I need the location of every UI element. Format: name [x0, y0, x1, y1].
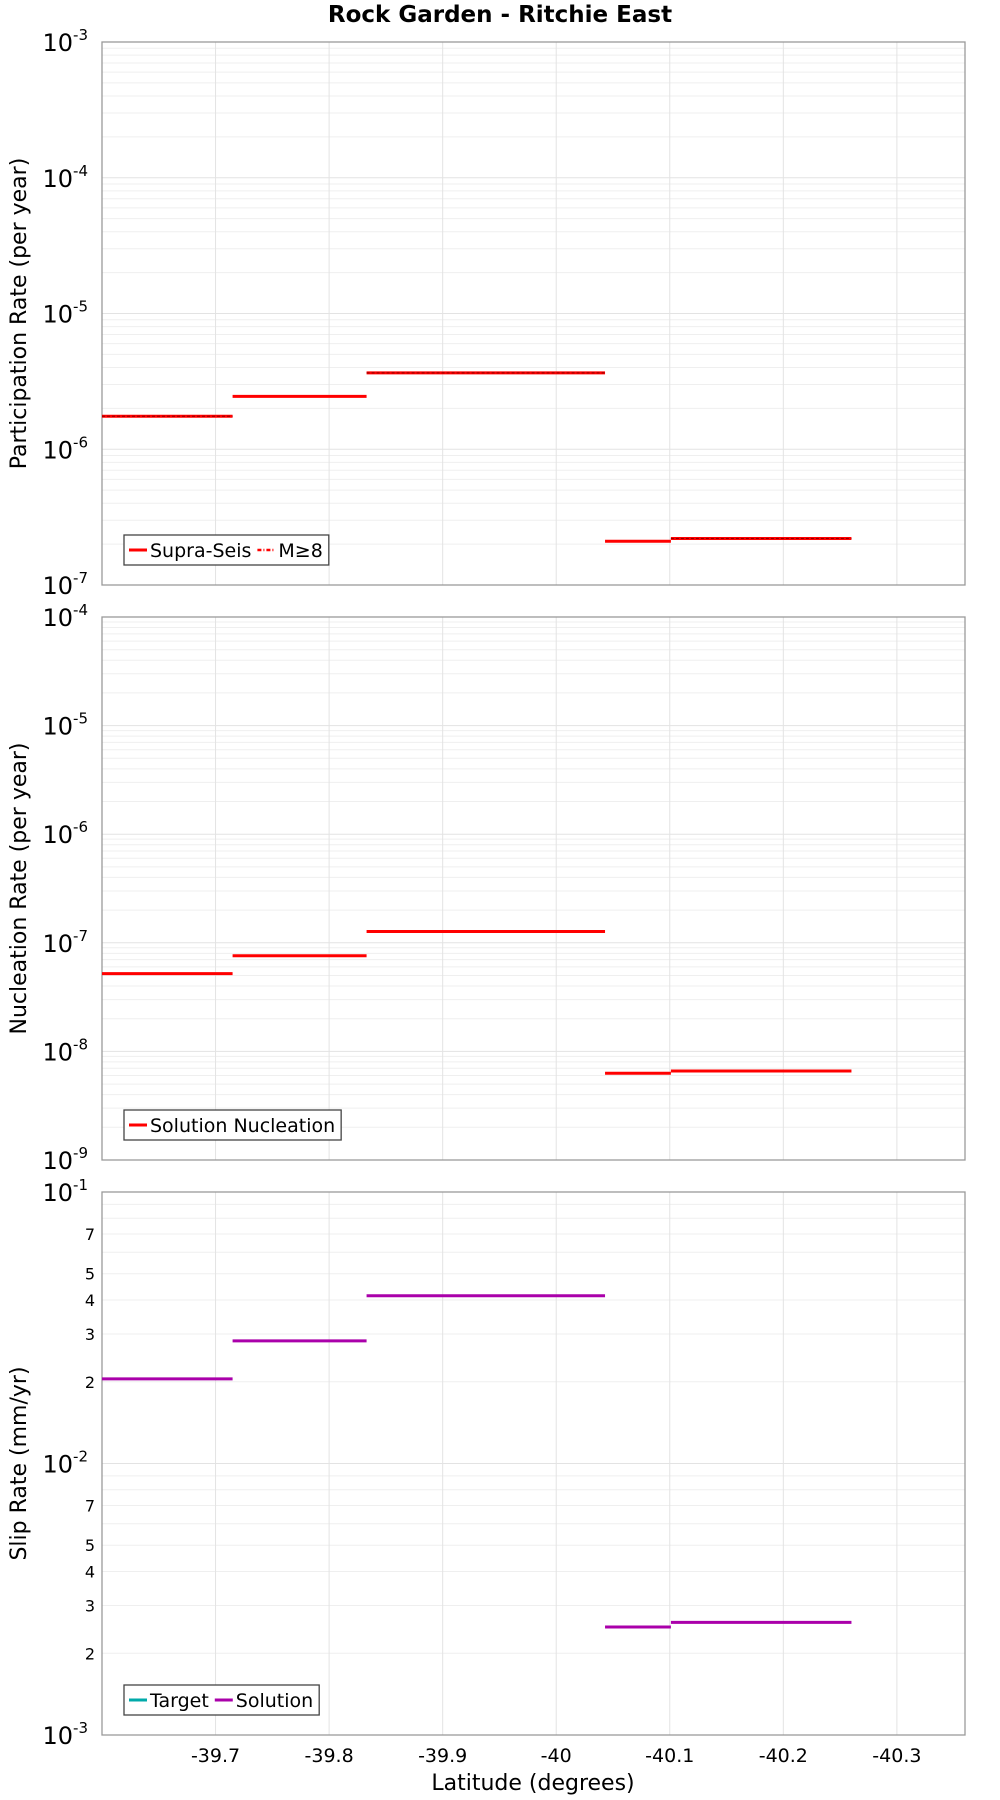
y-tick-base: 10: [42, 165, 73, 193]
y-tick-base: 10: [42, 301, 73, 329]
y-tick-exponent: -6: [73, 818, 88, 836]
x-tick-label: -40.1: [645, 1745, 694, 1767]
x-tick-label: -39.9: [418, 1745, 467, 1767]
legend: Target Solution: [123, 1684, 320, 1716]
y-tick-exponent: -8: [73, 1035, 88, 1053]
y-minor-tick-label: 2: [85, 1373, 95, 1392]
y-tick-base: 10: [42, 604, 73, 632]
legend-box: [123, 534, 330, 566]
y-tick-label: 10-8: [42, 1035, 88, 1066]
y-tick-label: 10-2: [42, 1448, 88, 1479]
y-tick-base: 10: [42, 713, 73, 741]
y-tick-base: 10: [42, 1722, 73, 1750]
y-tick-exponent: -4: [73, 162, 88, 180]
plot-frame: [101, 1191, 966, 1736]
y-tick-label: 10-6: [42, 433, 88, 464]
y-tick-label: 10-1: [42, 1176, 88, 1207]
y-tick-exponent: -5: [73, 710, 88, 728]
legend-label: Solution: [236, 1690, 313, 1712]
y-minor-tick-label: 3: [85, 1596, 95, 1615]
y-axis-label: Nucleation Rate (per year): [7, 743, 32, 1035]
chart-title: Rock Garden - Ritchie East: [328, 2, 672, 28]
y-axis-label: Participation Rate (per year): [7, 158, 32, 470]
x-tick-label: -40: [541, 1745, 572, 1767]
y-tick-label: 10-7: [42, 569, 88, 600]
legend: Solution Nucleation: [123, 1109, 342, 1141]
y-tick-exponent: -3: [73, 26, 88, 44]
x-axis-label: Latitude (degrees): [431, 1771, 634, 1796]
y-minor-tick-label: 3: [85, 1325, 95, 1344]
y-tick-exponent: -3: [73, 1719, 88, 1737]
y-tick-base: 10: [42, 930, 73, 958]
y-tick-base: 10: [42, 821, 73, 849]
y-minor-tick-label: 7: [85, 1497, 95, 1516]
x-tick-label: -40.3: [872, 1745, 921, 1767]
y-tick-base: 10: [42, 436, 73, 464]
y-tick-exponent: -6: [73, 433, 88, 451]
legend: Supra-Seis M≥8: [123, 534, 330, 566]
plot-frame: [101, 41, 966, 586]
y-tick-label: 10-4: [42, 601, 88, 632]
y-tick-exponent: -5: [73, 298, 88, 316]
y-tick-label: 10-6: [42, 818, 88, 849]
y-minor-tick-label: 4: [85, 1563, 95, 1582]
y-tick-base: 10: [42, 1451, 73, 1479]
x-tick-label: -40.2: [759, 1745, 808, 1767]
y-tick-label: 10-5: [42, 298, 88, 329]
y-tick-label: 10-9: [42, 1144, 88, 1175]
y-tick-label: 10-3: [42, 26, 88, 57]
y-minor-tick-label: 5: [85, 1265, 95, 1284]
x-tick-label: -39.8: [305, 1745, 354, 1767]
y-tick-label: 10-7: [42, 927, 88, 958]
legend-label: Supra-Seis: [150, 540, 251, 562]
legend-label: M≥8: [278, 540, 322, 562]
y-tick-base: 10: [42, 572, 73, 600]
y-tick-label: 10-3: [42, 1719, 88, 1750]
legend-box: [123, 1109, 342, 1141]
plot-frame: [101, 616, 966, 1161]
y-tick-exponent: -1: [73, 1176, 88, 1194]
legend-box: [123, 1684, 320, 1716]
y-tick-base: 10: [42, 29, 73, 57]
y-tick-exponent: -7: [73, 569, 88, 587]
y-tick-base: 10: [42, 1179, 73, 1207]
y-tick-exponent: -9: [73, 1144, 88, 1162]
y-tick-base: 10: [42, 1038, 73, 1066]
y-tick-label: 10-5: [42, 710, 88, 741]
y-minor-tick-label: 4: [85, 1291, 95, 1310]
y-tick-label: 10-4: [42, 162, 88, 193]
legend-label: Target: [149, 1690, 209, 1712]
y-axis-label: Slip Rate (mm/yr): [7, 1366, 32, 1560]
y-tick-exponent: -2: [73, 1448, 88, 1466]
y-tick-exponent: -4: [73, 601, 88, 619]
y-minor-tick-label: 5: [85, 1536, 95, 1555]
y-minor-tick-label: 7: [85, 1225, 95, 1244]
y-tick-exponent: -7: [73, 927, 88, 945]
y-minor-tick-label: 2: [85, 1644, 95, 1663]
x-tick-label: -39.7: [191, 1745, 240, 1767]
legend-label: Solution Nucleation: [150, 1115, 335, 1137]
y-tick-base: 10: [42, 1147, 73, 1175]
